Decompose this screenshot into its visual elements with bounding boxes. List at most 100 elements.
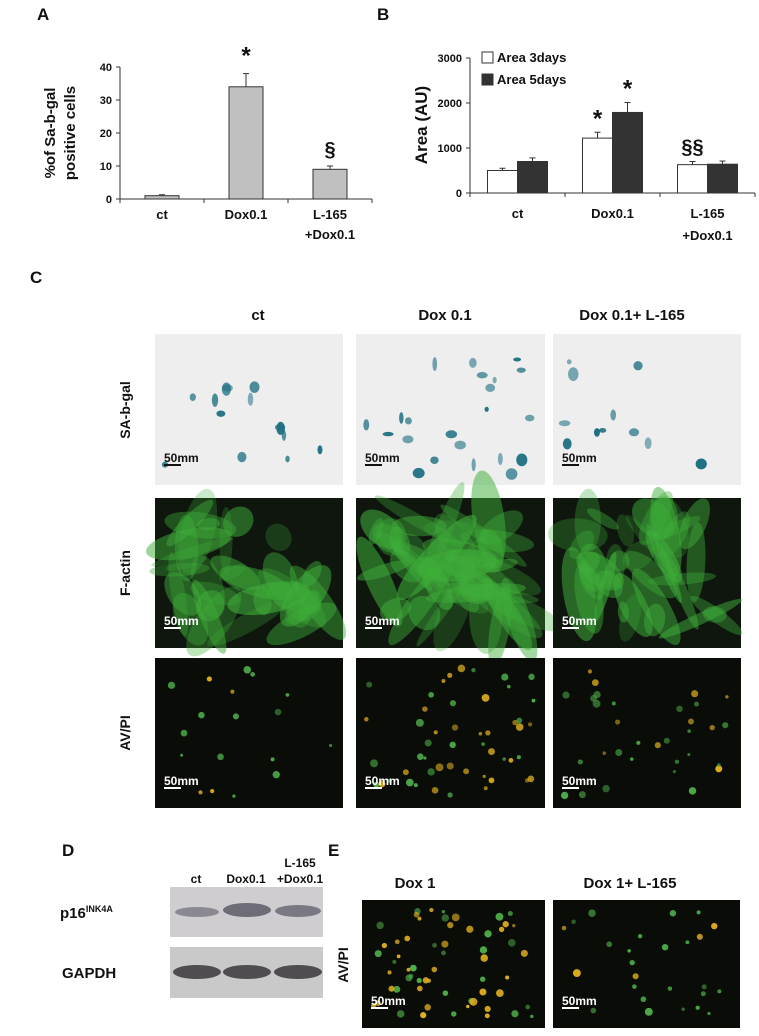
x-tick-label: Dox0.1: [225, 207, 268, 222]
row-label-sabgal: SA-b-gal: [117, 381, 133, 439]
stained-cell: [412, 467, 425, 479]
cell-fluorescence: [404, 935, 411, 942]
cell-fluorescence: [480, 954, 488, 962]
scale-bar-label: 50mm: [562, 451, 597, 465]
cell-fluorescence: [516, 717, 523, 724]
stained-cell: [285, 455, 290, 463]
micrograph-background: [155, 334, 343, 485]
panel-label-e: E: [328, 841, 339, 860]
cell-fluorescence: [515, 723, 524, 731]
cell-fluorescence: [667, 986, 673, 991]
cell-fluorescence: [223, 506, 254, 537]
cell-fluorescence: [274, 708, 282, 716]
cell-fluorescence: [415, 718, 424, 727]
cell-fluorescence: [572, 969, 581, 978]
cell-fluorescence: [409, 964, 417, 972]
y-tick-label: 2000: [438, 98, 462, 110]
blot-col-dox: Dox0.1: [226, 872, 266, 886]
scale-bar-label: 50mm: [365, 451, 400, 465]
chart-b: Area (AU) 0 1000 2000 3000 ct Dox0.1 * * L-165 +D…: [412, 50, 756, 243]
x-tick-label: +Dox0.1: [682, 228, 732, 243]
cell-fluorescence: [149, 562, 210, 577]
cell-fluorescence: [243, 666, 252, 674]
cell-fluorescence: [388, 985, 395, 992]
x-tick-label: L-165: [691, 206, 725, 221]
stained-cell: [644, 437, 652, 449]
cell-fluorescence: [413, 783, 418, 788]
y-tick-label: 0: [456, 188, 462, 200]
cell-fluorescence: [217, 753, 224, 761]
cell-fluorescence: [528, 722, 533, 727]
stained-cell: [633, 361, 643, 371]
cell-fluorescence: [441, 679, 446, 683]
cell-fluorescence: [210, 789, 215, 794]
cell-fluorescence: [408, 595, 441, 631]
cell-fluorescence: [501, 673, 509, 681]
stained-cell: [695, 458, 707, 470]
micrographs: 50mm 50mm 50mm 50mm 50mm 50mm 50mm 50mm 50mm 50mm…: [146, 334, 743, 1028]
cell-fluorescence: [624, 550, 678, 599]
cell-fluorescence: [168, 552, 189, 636]
micrograph-background: [553, 334, 741, 485]
bar: [228, 86, 264, 200]
cell-fluorescence: [447, 672, 453, 678]
micrograph-background: [553, 658, 741, 808]
stained-cell: [276, 421, 285, 435]
cell-fluorescence: [441, 940, 449, 948]
bar-3days: [582, 137, 613, 194]
stained-cell: [189, 393, 196, 401]
cell-fluorescence: [645, 530, 682, 583]
cell-fluorescence: [481, 742, 485, 746]
scale-bar-label: 50mm: [365, 774, 400, 788]
cell-fluorescence: [190, 581, 240, 606]
cell-fluorescence: [451, 913, 460, 922]
cell-fluorescence: [691, 690, 699, 698]
col-header-dox-l165: Dox 0.1+ L-165: [579, 307, 684, 324]
cell-fluorescence: [709, 724, 715, 731]
cell-fluorescence: [695, 1005, 700, 1010]
cell-fluorescence: [250, 671, 256, 677]
stained-cell: [516, 367, 526, 373]
cell-fluorescence: [164, 511, 237, 539]
stained-cell: [363, 419, 370, 431]
significance-mark: *: [241, 43, 251, 70]
cell-fluorescence: [391, 515, 447, 537]
panel-label-b: B: [377, 5, 389, 24]
scale-bar-label: 50mm: [164, 451, 199, 465]
cell-fluorescence: [471, 470, 506, 569]
cell-fluorescence: [688, 718, 694, 725]
cell-fluorescence: [663, 737, 670, 744]
col-header-ct: ct: [251, 307, 264, 324]
cell-fluorescence: [640, 996, 647, 1003]
cell-fluorescence: [502, 757, 506, 761]
cell-fluorescence: [186, 586, 242, 657]
cell-fluorescence: [408, 973, 414, 979]
stained-cell: [524, 414, 535, 422]
cell-fluorescence: [616, 514, 635, 547]
cell-fluorescence: [471, 667, 476, 673]
cell-fluorescence: [192, 580, 227, 654]
cell-fluorescence: [196, 590, 225, 622]
cell-fluorescence: [602, 784, 610, 793]
cell-fluorescence: [716, 763, 721, 768]
cell-fluorescence: [482, 590, 562, 632]
cell-fluorescence: [587, 508, 620, 530]
panel-e: Dox 1 Dox 1+ L-165 AV/PI: [335, 875, 676, 983]
cell-fluorescence: [488, 585, 512, 667]
cell-fluorescence: [488, 748, 495, 756]
cell-fluorescence: [632, 973, 639, 980]
scale-bar-label: 50mm: [365, 614, 400, 628]
stained-cell: [516, 453, 528, 467]
cell-fluorescence: [574, 488, 601, 554]
cell-fluorescence: [562, 691, 570, 699]
cell-fluorescence: [561, 546, 597, 642]
cell-fluorescence: [394, 939, 400, 945]
micrograph-e-dox1: 50mm: [362, 900, 545, 1028]
band-p16-dox: [223, 903, 271, 917]
e-row-label: AV/PI: [335, 947, 351, 983]
cell-fluorescence: [481, 693, 490, 702]
micrograph-factin-0: 50mm: [146, 488, 347, 657]
cell-fluorescence: [687, 729, 691, 733]
cell-fluorescence: [432, 942, 437, 948]
cell-fluorescence: [413, 911, 420, 918]
